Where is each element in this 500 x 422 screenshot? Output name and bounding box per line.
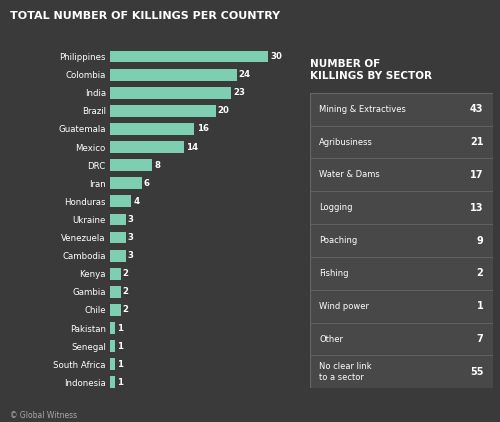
Text: 1: 1 [476,301,484,311]
Text: 17: 17 [470,170,484,180]
Text: 20: 20 [218,106,230,115]
Text: 24: 24 [239,70,251,79]
Text: 16: 16 [196,124,208,133]
Text: 21: 21 [470,137,484,147]
Text: 55: 55 [470,367,484,377]
Bar [110,232,126,243]
Text: 13: 13 [470,203,484,213]
Text: 9: 9 [476,235,484,246]
Text: Wind power: Wind power [319,302,369,311]
Text: 3: 3 [128,233,134,242]
Text: NUMBER OF
KILLINGS BY SECTOR: NUMBER OF KILLINGS BY SECTOR [310,59,432,81]
Text: 3: 3 [128,215,134,224]
Bar [110,105,216,117]
Text: 23: 23 [234,88,245,97]
Bar [110,123,194,135]
Text: 1: 1 [118,378,124,387]
Text: TOTAL NUMBER OF KILLINGS PER COUNTRY: TOTAL NUMBER OF KILLINGS PER COUNTRY [10,11,280,21]
Text: 1: 1 [118,342,124,351]
Bar [110,304,120,316]
Bar [110,268,120,280]
Bar [110,87,232,99]
Text: Other: Other [319,335,343,344]
Text: 4: 4 [133,197,140,206]
Text: Fishing: Fishing [319,269,348,278]
Text: Water & Dams: Water & Dams [319,170,380,179]
Text: 43: 43 [470,104,484,114]
Text: Agribusiness: Agribusiness [319,138,373,146]
Text: Poaching: Poaching [319,236,358,245]
Bar [110,376,116,388]
Bar [110,159,152,171]
Text: © Global Witness: © Global Witness [10,411,77,420]
Bar [110,141,184,153]
Text: 8: 8 [154,161,160,170]
Bar [110,69,236,81]
Bar [110,286,120,298]
Text: 1: 1 [118,360,124,369]
Bar [110,250,126,262]
Bar [110,358,116,370]
Bar [110,51,268,62]
Bar [110,195,131,207]
Text: 1: 1 [118,324,124,333]
Text: 3: 3 [128,251,134,260]
Text: No clear link
to a sector: No clear link to a sector [319,362,372,381]
Text: 6: 6 [144,179,150,188]
Bar [110,340,116,352]
Text: Mining & Extractives: Mining & Extractives [319,105,406,114]
Text: 2: 2 [122,269,128,278]
Text: 7: 7 [476,334,484,344]
Text: 2: 2 [476,268,484,279]
Text: 2: 2 [122,306,128,314]
Text: Logging: Logging [319,203,352,212]
Text: 2: 2 [122,287,128,296]
Text: 14: 14 [186,143,198,151]
Bar [110,177,142,189]
Bar [110,322,116,334]
Bar [110,214,126,225]
Text: 30: 30 [270,52,282,61]
